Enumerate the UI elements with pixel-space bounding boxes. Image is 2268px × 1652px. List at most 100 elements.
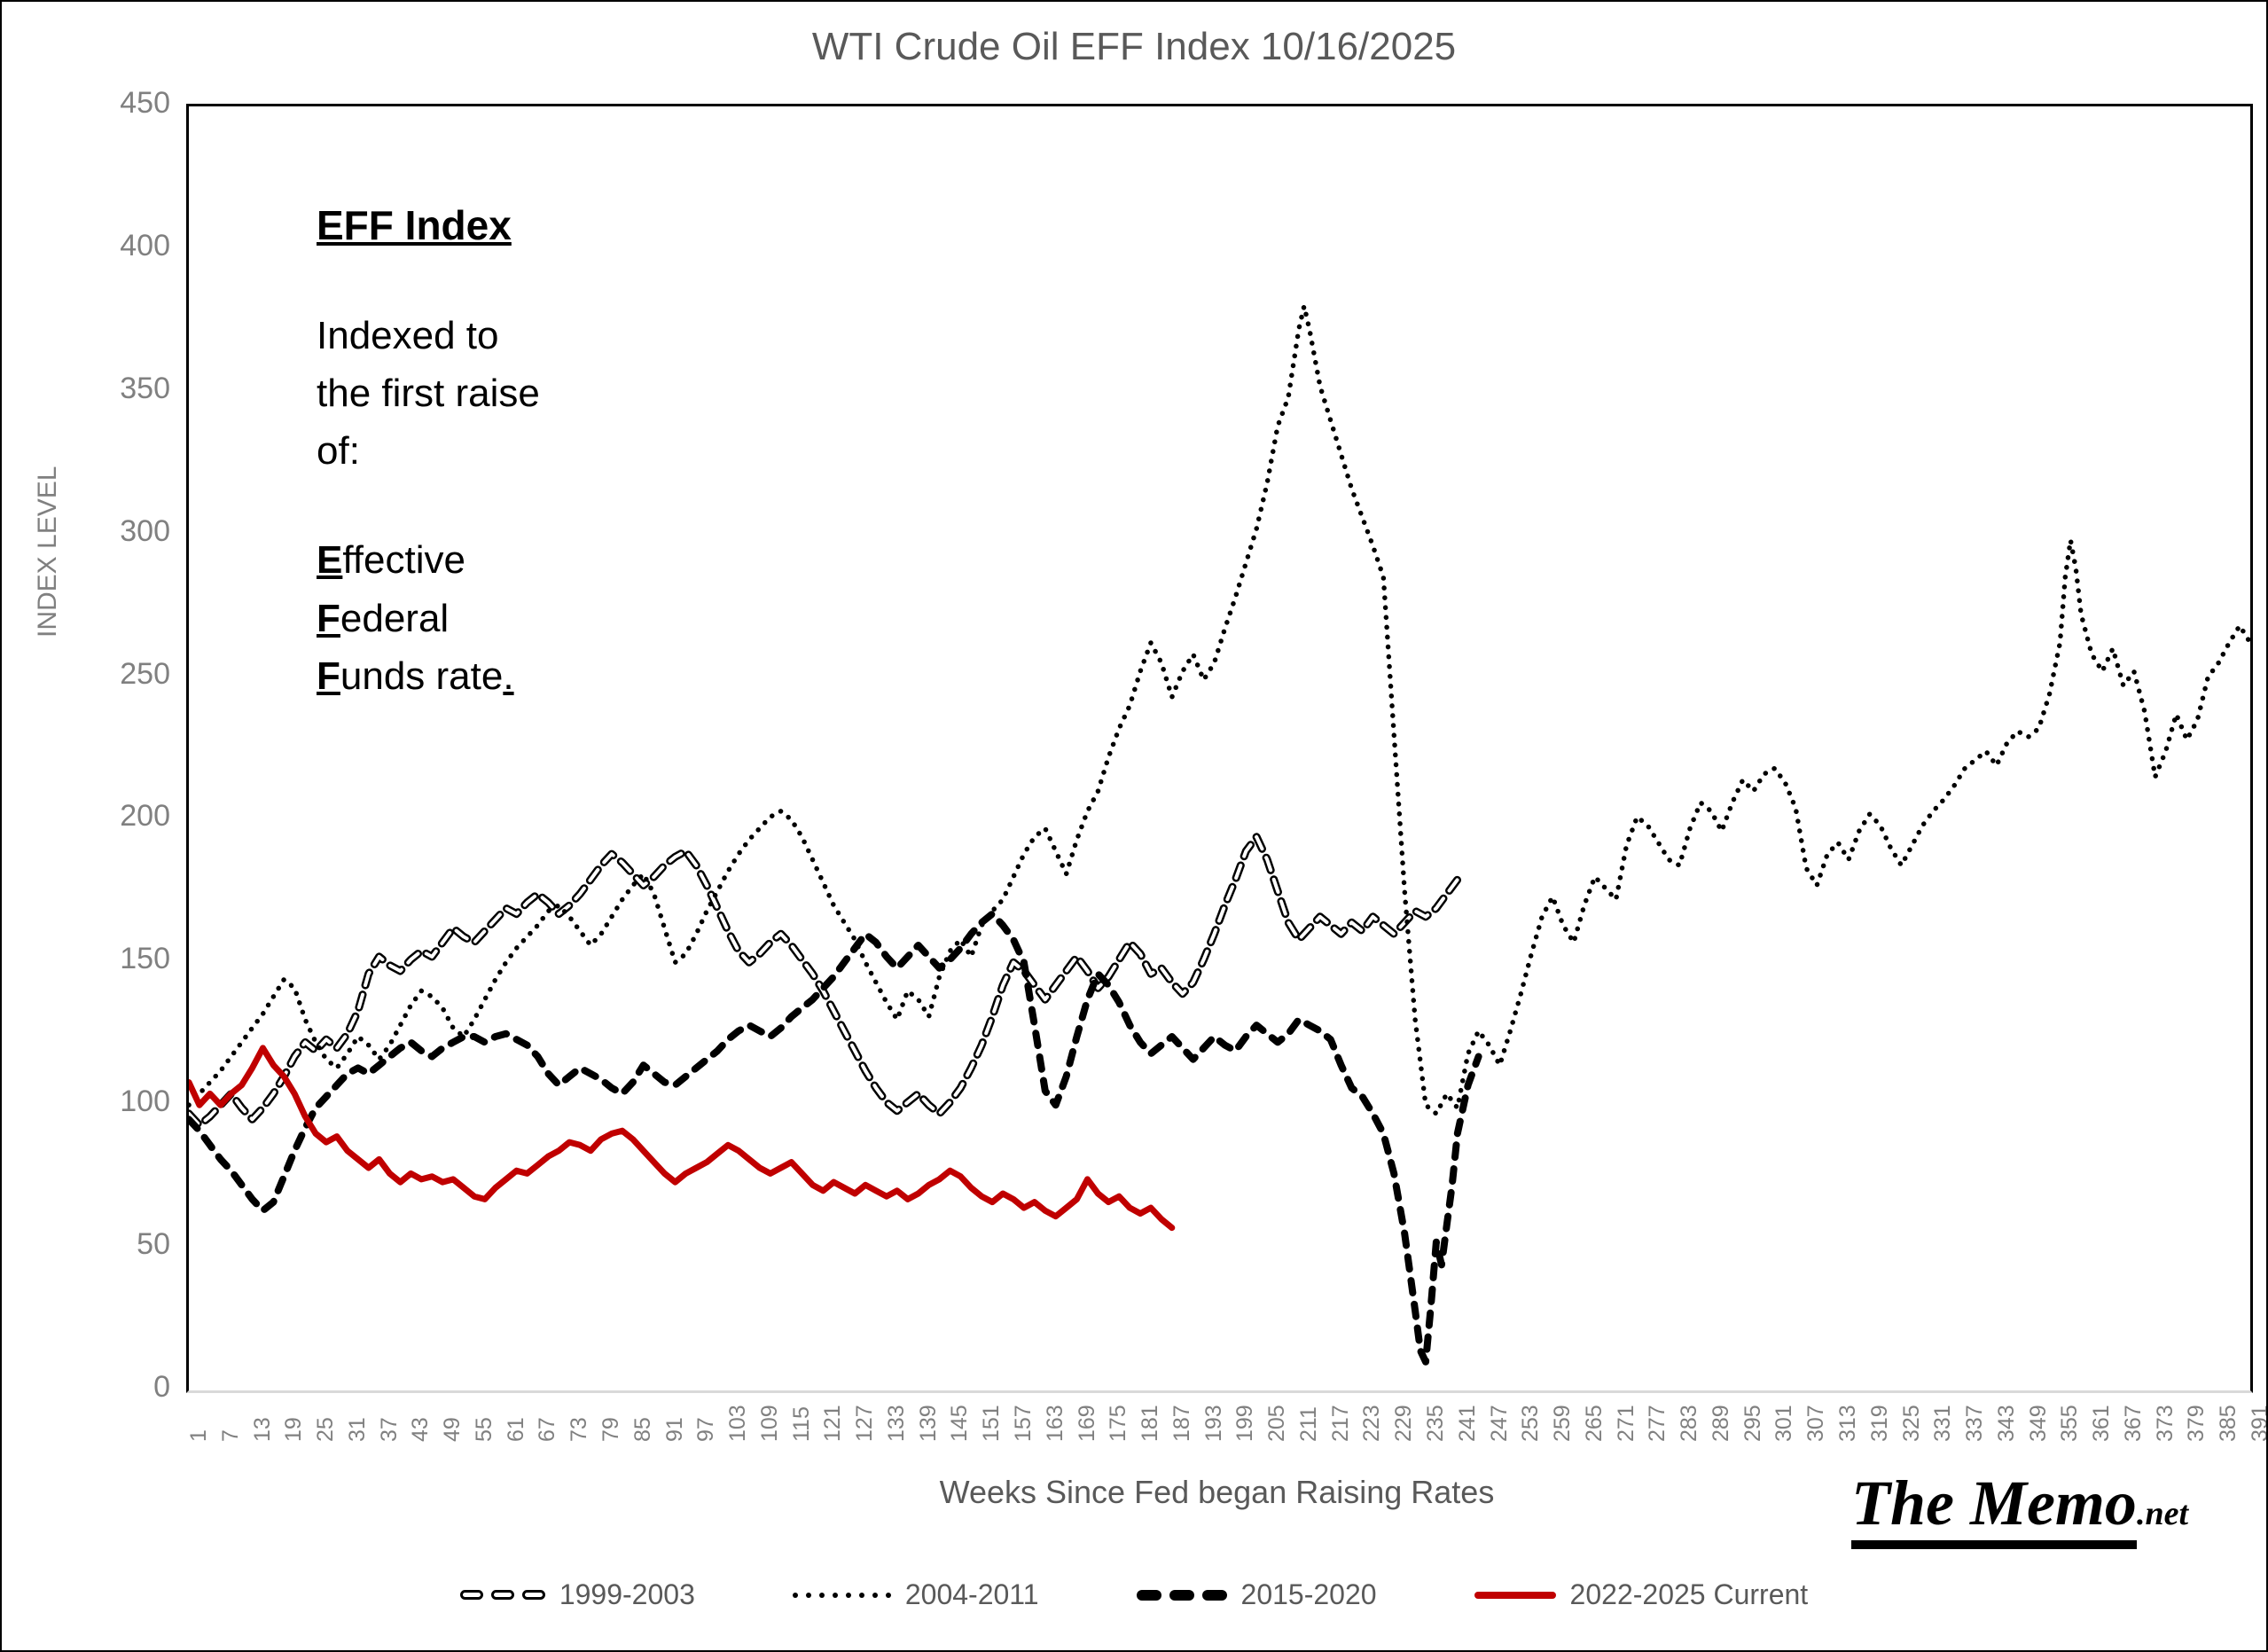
x-tick-label: 385 [2216, 1405, 2241, 1442]
x-tick-label: 355 [2057, 1405, 2083, 1442]
legend-item-2004-2011: 2004-2011 [792, 1578, 1039, 1611]
x-tick-label: 127 [852, 1405, 878, 1442]
chart-canvas [189, 303, 2250, 1366]
x-tick-label: 19 [281, 1417, 307, 1442]
legend-item-1999-2003: 1999-2003 [459, 1578, 695, 1611]
annotation-acronym-line: Effective [317, 538, 465, 583]
x-tick-label: 253 [1518, 1405, 1544, 1442]
x-tick-label: 187 [1169, 1405, 1194, 1442]
x-tick-label: 247 [1486, 1405, 1512, 1442]
x-tick-label: 151 [979, 1405, 1005, 1442]
annotation-gap [317, 480, 540, 531]
x-tick-label: 349 [2025, 1405, 2051, 1442]
x-tick-label: 7 [217, 1429, 243, 1442]
x-tick-label: 37 [376, 1417, 402, 1442]
x-tick-label: 223 [1359, 1405, 1385, 1442]
y-tick-label: 400 [120, 228, 170, 262]
x-tick-label: 97 [693, 1417, 719, 1442]
x-tick-label: 295 [1740, 1405, 1765, 1442]
x-tick-label: 229 [1391, 1405, 1417, 1442]
annotation-acronym-line: Federal [317, 596, 450, 640]
annotation-acronym-line: Funds rate. [317, 654, 514, 698]
x-tick-label: 271 [1613, 1405, 1638, 1442]
x-tick-label: 73 [567, 1417, 592, 1442]
x-tick-label: 115 [788, 1406, 814, 1442]
x-tick-label: 241 [1454, 1405, 1480, 1442]
x-tick-label: 139 [915, 1405, 941, 1442]
x-tick-label: 193 [1200, 1405, 1226, 1442]
y-tick-label: 100 [120, 1084, 170, 1119]
legend-marker-hollow-dash [459, 1590, 545, 1600]
series-line-2022-2025-current [189, 1045, 1176, 1232]
legend-item-2015-2020: 2015-2020 [1136, 1578, 1377, 1611]
legend-label: 1999-2003 [559, 1578, 695, 1610]
x-tick-label: 379 [2184, 1405, 2209, 1442]
x-tick-label: 325 [1898, 1405, 1924, 1442]
y-axis-title: INDEX LEVEL [33, 466, 62, 638]
y-tick-label: 150 [120, 942, 170, 976]
annotation-block: EFF Index Indexed to the first raise of: E… [317, 195, 540, 705]
annotation-line: the first raise [317, 372, 540, 416]
x-tick-label: 289 [1708, 1405, 1733, 1442]
x-tick-label: 67 [535, 1417, 560, 1442]
x-tick-label: 331 [1930, 1405, 1956, 1442]
x-tick-label: 145 [947, 1405, 973, 1442]
y-tick-label: 300 [120, 513, 170, 548]
y-tick-label: 250 [120, 656, 170, 691]
x-tick-label: 283 [1677, 1405, 1702, 1442]
x-tick-label: 337 [1962, 1405, 1988, 1442]
x-tick-label: 301 [1771, 1405, 1797, 1442]
y-tick-label: 350 [120, 371, 170, 405]
legend-label: 2015-2020 [1240, 1578, 1377, 1610]
x-tick-label: 373 [2152, 1405, 2178, 1442]
x-axis-title: Weeks Since Fed began Raising Rates [939, 1474, 1495, 1510]
x-tick-label: 91 [661, 1417, 687, 1442]
x-tick-label: 49 [440, 1417, 465, 1442]
legend-marker-solid-red [1474, 1591, 1556, 1599]
legend: 1999-2003 2004-2011 2015-2020 2022-2025 Cur… [2, 1578, 2266, 1611]
x-tick-label: 61 [503, 1417, 528, 1442]
watermark-suffix: .net [2136, 1495, 2188, 1532]
annotation-line: of: [317, 429, 360, 474]
annotation-intro: Indexed to the first raise of: [317, 307, 540, 480]
watermark-main: The Memo [1850, 1468, 2137, 1549]
y-tick-label: 50 [137, 1227, 170, 1262]
legend-marker-heavy-dash [1136, 1589, 1227, 1601]
x-tick-label: 367 [2120, 1405, 2146, 1442]
x-tick-label: 13 [249, 1417, 275, 1442]
y-tick-label: 450 [120, 86, 170, 120]
x-tick-label: 121 [820, 1405, 846, 1442]
x-tick-label: 277 [1645, 1405, 1670, 1442]
legend-item-2022-2025-current: 2022-2025 Current [1474, 1578, 1809, 1611]
x-tick-label: 211 [1295, 1406, 1321, 1442]
x-tick-label: 259 [1550, 1405, 1576, 1442]
legend-label: 2004-2011 [904, 1578, 1039, 1610]
x-tick-label: 313 [1835, 1405, 1860, 1442]
x-tick-label: 1 [186, 1429, 211, 1442]
x-tick-label: 31 [344, 1417, 370, 1442]
x-tick-label: 217 [1327, 1405, 1353, 1442]
x-tick-label: 79 [598, 1417, 623, 1442]
legend-label: 2022-2025 Current [1569, 1578, 1809, 1610]
x-tick-label: 235 [1423, 1405, 1448, 1442]
x-tick-label: 163 [1042, 1405, 1068, 1442]
annotation-heading: EFF Index [317, 202, 512, 248]
series-line-1999-2003 [189, 833, 1462, 1130]
chart-title: WTI Crude Oil EFF Index 10/16/2025 [811, 25, 1457, 68]
x-tick-label: 265 [1581, 1405, 1607, 1442]
x-tick-label: 169 [1074, 1405, 1099, 1442]
x-tick-label: 175 [1106, 1405, 1131, 1442]
x-tick-label: 133 [883, 1405, 909, 1442]
x-tick-label: 109 [756, 1405, 782, 1442]
legend-marker-dotted [792, 1592, 891, 1598]
x-tick-label: 55 [471, 1417, 497, 1442]
x-tick-label: 25 [313, 1417, 339, 1442]
y-tick-label: 0 [153, 1370, 170, 1404]
x-tick-label: 205 [1264, 1405, 1290, 1442]
x-tick-label: 307 [1803, 1405, 1829, 1442]
x-tick-label: 181 [1138, 1405, 1163, 1442]
x-tick-label: 361 [2089, 1405, 2115, 1442]
x-tick-label: 199 [1232, 1405, 1258, 1442]
series-line-2004-2011 [189, 303, 2250, 1116]
